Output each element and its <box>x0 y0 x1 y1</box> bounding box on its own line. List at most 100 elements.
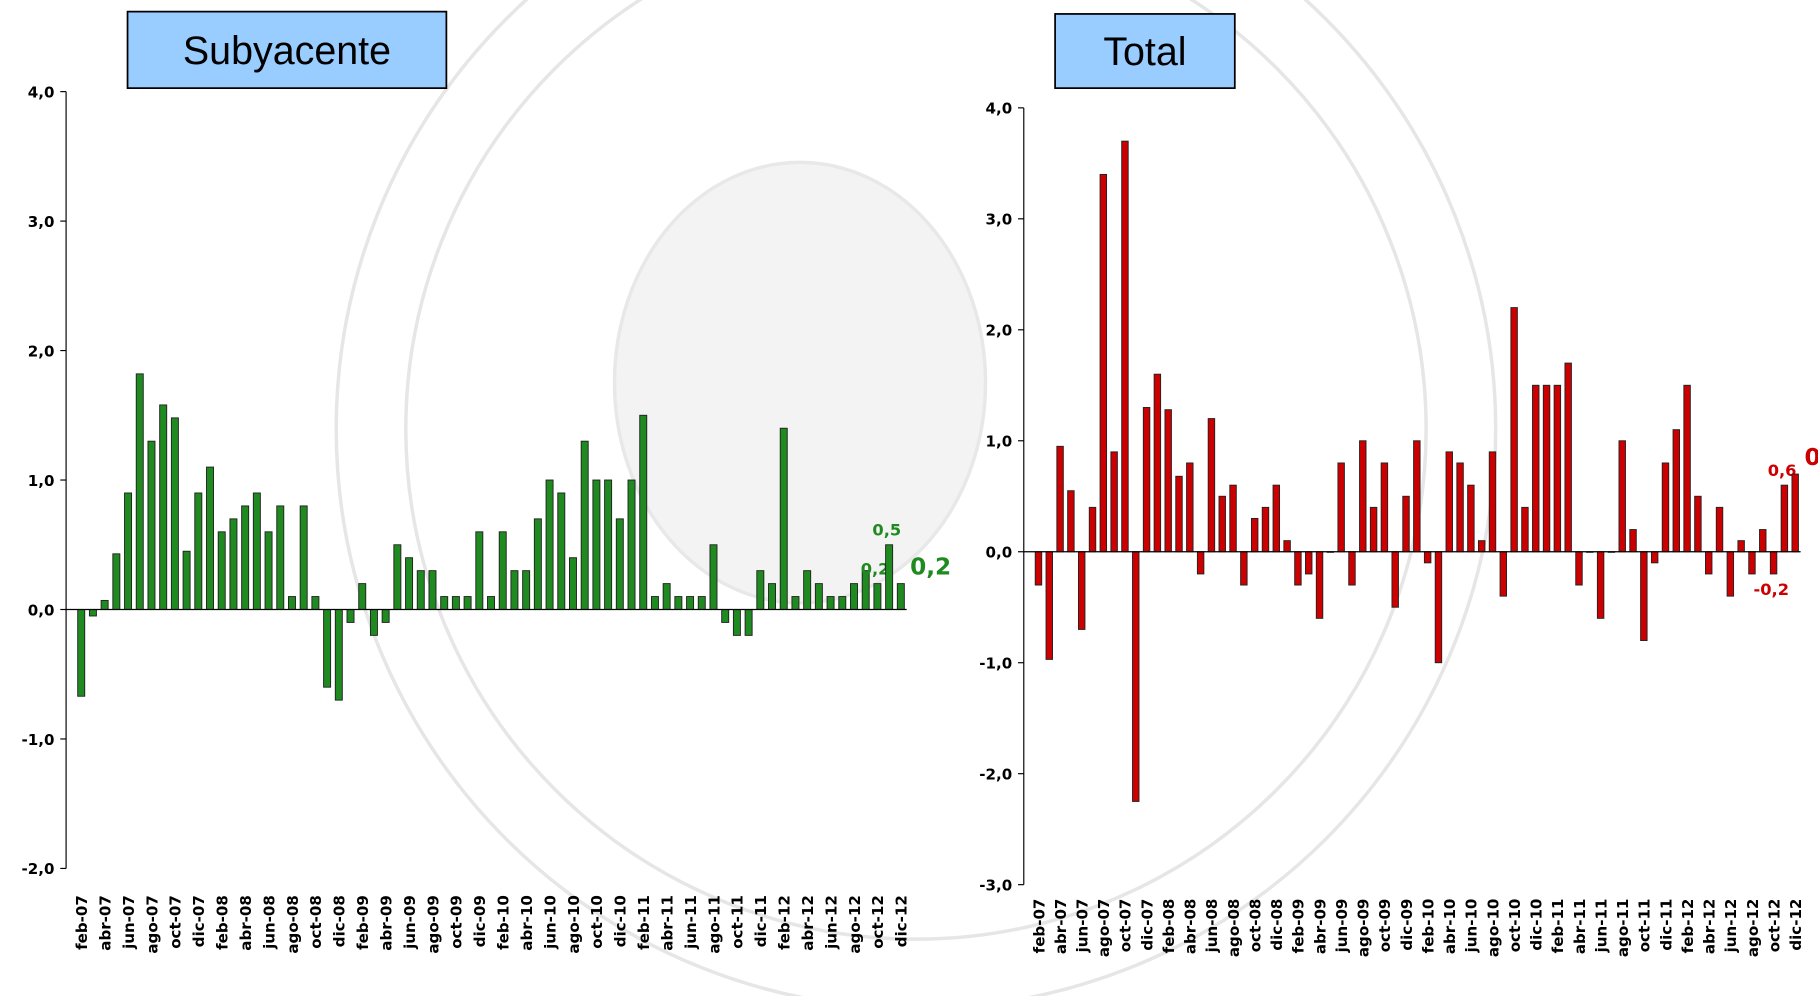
bar <box>1186 462 1194 553</box>
bar <box>498 531 507 610</box>
bar <box>756 570 765 610</box>
x-tick-label: abr-12 <box>1701 899 1719 955</box>
bar <box>522 570 531 610</box>
bar <box>124 492 133 610</box>
bar <box>276 505 285 610</box>
bar <box>194 492 203 610</box>
x-tick-label: oct-11 <box>1636 899 1654 953</box>
bar <box>1596 551 1605 619</box>
bar <box>311 596 320 610</box>
bar <box>299 505 308 610</box>
bar <box>1640 551 1648 641</box>
x-tick-label: feb-11 <box>635 895 653 950</box>
bar <box>838 596 847 610</box>
bar <box>170 417 179 610</box>
bar <box>1045 551 1053 660</box>
bar <box>1359 440 1367 553</box>
bar <box>334 609 343 701</box>
y-tick-label: 1,0 <box>28 472 55 490</box>
x-tick-label: dic-09 <box>1398 899 1416 951</box>
x-tick-label: abr-11 <box>1571 899 1589 955</box>
bar <box>721 609 730 623</box>
x-tick-label: jun-09 <box>401 895 419 950</box>
y-tick-label: -1,0 <box>22 731 55 749</box>
bar <box>381 609 390 623</box>
x-tick-label: dic-12 <box>1787 899 1805 951</box>
bar <box>1380 462 1389 553</box>
x-tick-label: abr-08 <box>1182 899 1200 955</box>
x-tick-label: feb-08 <box>1160 899 1178 954</box>
chart-title: Total <box>1103 30 1186 74</box>
y-tick-label: 2,0 <box>28 342 55 360</box>
bar <box>440 596 449 610</box>
x-tick-label: feb-11 <box>1549 899 1567 954</box>
x-tick-label: jun-10 <box>1463 899 1481 954</box>
bar <box>182 550 191 610</box>
x-tick-label: feb-09 <box>1290 899 1308 954</box>
y-tick-label: 0,0 <box>986 544 1013 562</box>
x-tick-label: ago-12 <box>846 895 864 954</box>
x-tick-label: dic-07 <box>1138 899 1156 951</box>
bar <box>1132 551 1140 802</box>
bar <box>346 609 355 623</box>
bar <box>1705 551 1713 575</box>
bar <box>1056 445 1064 553</box>
bar <box>768 583 777 610</box>
x-tick-label: jun-08 <box>260 895 278 950</box>
x-tick-label: dic-10 <box>612 895 630 947</box>
bar <box>674 596 683 610</box>
bar <box>147 440 156 610</box>
y-tick-label: 4,0 <box>986 100 1013 118</box>
bar <box>487 596 495 610</box>
bar <box>475 531 484 610</box>
y-tick-label: -2,0 <box>22 860 55 878</box>
bar <box>1726 551 1735 597</box>
x-tick-label: oct-07 <box>1117 899 1135 953</box>
bar <box>779 427 788 610</box>
x-tick-label: dic-08 <box>331 895 349 947</box>
bar <box>639 414 648 610</box>
bar <box>1229 484 1237 553</box>
bar <box>1715 506 1724 553</box>
x-tick-label: oct-10 <box>588 895 606 949</box>
bar <box>1337 462 1345 553</box>
bar <box>416 570 425 610</box>
x-tick-label: dic-12 <box>893 895 911 947</box>
bar <box>1737 540 1745 553</box>
x-tick-label: feb-08 <box>214 895 232 950</box>
x-tick-label: feb-12 <box>776 895 794 950</box>
x-tick-label: abr-09 <box>1311 899 1329 955</box>
x-tick-label: ago-08 <box>1225 899 1243 958</box>
bar <box>662 583 671 610</box>
x-tick-label: abr-11 <box>658 895 676 951</box>
x-tick-label: ago-10 <box>1484 899 1502 958</box>
title-box <box>126 10 448 90</box>
bar <box>545 479 554 610</box>
x-tick-label: feb-07 <box>1030 899 1048 954</box>
bar <box>1759 529 1767 553</box>
y-tick-label: 0,0 <box>28 601 55 619</box>
bar <box>1034 551 1043 586</box>
bar <box>1467 484 1475 553</box>
data-label: 0,5 <box>872 520 901 539</box>
bar <box>580 440 589 610</box>
bar <box>1618 440 1626 553</box>
bar <box>1305 551 1313 575</box>
bar <box>264 531 273 610</box>
bar <box>1391 551 1399 608</box>
x-tick-label: dic-08 <box>1268 899 1286 951</box>
x-tick-label: abr-10 <box>1441 899 1459 955</box>
bar <box>1067 490 1075 553</box>
bar <box>510 570 519 610</box>
bar <box>885 544 894 610</box>
x-tick-label: jun-11 <box>682 895 700 950</box>
bar <box>1564 362 1572 553</box>
bar <box>791 596 800 610</box>
x-tick-label: dic-11 <box>1657 899 1675 951</box>
bar <box>217 531 226 610</box>
bar <box>1694 495 1702 553</box>
bar <box>1575 551 1583 586</box>
bar <box>826 596 835 610</box>
bar <box>604 479 613 610</box>
bar <box>1542 384 1551 553</box>
